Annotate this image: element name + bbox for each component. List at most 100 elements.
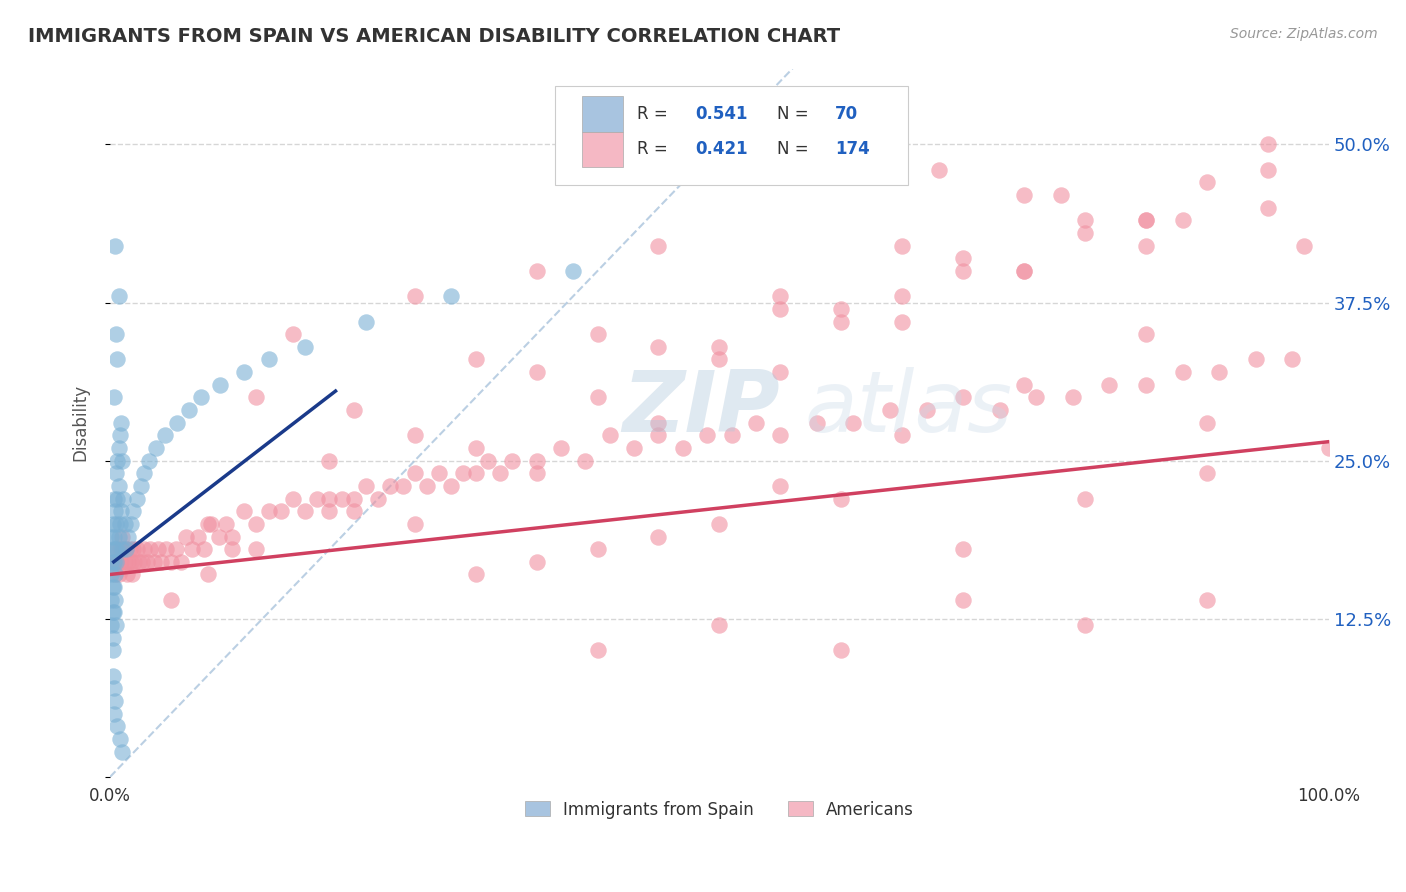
Point (647, 529, 669, 543)
Point (526, 467, 548, 481)
Point (318, 453, 340, 467)
Point (427, 467, 450, 481)
Text: Source: ZipAtlas.com: Source: ZipAtlas.com (1230, 27, 1378, 41)
Point (257, 352, 280, 367)
Point (112, 542, 135, 557)
Point (1012, 264, 1035, 278)
Point (952, 542, 974, 557)
Point (105, 453, 128, 467)
Point (105, 467, 128, 481)
Point (117, 555, 139, 569)
Point (111, 529, 134, 543)
Point (103, 529, 125, 543)
Point (709, 352, 731, 367)
Point (174, 529, 197, 543)
Point (915, 403, 938, 417)
Point (526, 264, 548, 278)
Point (122, 504, 145, 518)
Point (1074, 491, 1097, 506)
Text: R =: R = (637, 105, 672, 123)
Point (112, 491, 135, 506)
Point (155, 542, 177, 557)
Point (1281, 352, 1303, 367)
Point (769, 289, 792, 303)
Point (105, 542, 128, 557)
Point (104, 504, 127, 518)
Point (526, 453, 548, 467)
Point (367, 491, 389, 506)
Point (464, 567, 486, 582)
Point (1171, 213, 1194, 227)
Point (709, 618, 731, 632)
Point (1208, 365, 1230, 379)
Point (928, 162, 950, 177)
Point (101, 643, 124, 657)
Point (146, 542, 169, 557)
Point (104, 238, 127, 252)
Point (129, 479, 152, 493)
Point (574, 453, 596, 467)
Point (105, 542, 128, 557)
Point (550, 441, 572, 455)
Point (1012, 377, 1035, 392)
Point (842, 416, 865, 430)
Point (343, 504, 366, 518)
Point (647, 416, 669, 430)
Point (1135, 213, 1157, 227)
Point (891, 314, 914, 328)
Point (193, 542, 215, 557)
Point (103, 681, 125, 696)
Point (245, 391, 267, 405)
Point (380, 479, 402, 493)
Point (117, 529, 139, 543)
Point (104, 592, 127, 607)
Point (440, 289, 463, 303)
Point (318, 504, 340, 518)
Point (769, 428, 792, 442)
Text: 70: 70 (835, 105, 858, 123)
Text: 0.421: 0.421 (695, 140, 748, 158)
Point (105, 516, 128, 531)
Point (110, 555, 132, 569)
Point (120, 516, 142, 531)
Point (1074, 213, 1097, 227)
Point (806, 416, 828, 430)
Point (190, 391, 212, 405)
Point (107, 529, 129, 543)
Point (830, 491, 852, 506)
Point (294, 504, 316, 518)
Legend: Immigrants from Spain, Americans: Immigrants from Spain, Americans (519, 794, 921, 825)
Point (105, 555, 128, 569)
Point (115, 542, 138, 557)
Point (830, 301, 852, 316)
Point (891, 428, 914, 442)
Point (769, 365, 792, 379)
Point (1257, 162, 1279, 177)
Point (233, 504, 256, 518)
Y-axis label: Disability: Disability (72, 384, 89, 461)
Point (464, 441, 486, 455)
Point (464, 352, 486, 367)
Point (1098, 377, 1121, 392)
Point (215, 516, 238, 531)
Point (101, 631, 124, 645)
Point (440, 479, 463, 493)
Point (1317, 441, 1340, 455)
Point (103, 606, 125, 620)
Point (221, 529, 243, 543)
Point (121, 567, 143, 582)
Point (103, 391, 125, 405)
Point (343, 491, 366, 506)
Point (111, 453, 134, 467)
Point (354, 314, 377, 328)
Text: IMMIGRANTS FROM SPAIN VS AMERICAN DISABILITY CORRELATION CHART: IMMIGRANTS FROM SPAIN VS AMERICAN DISABI… (28, 27, 841, 45)
Point (404, 467, 426, 481)
Point (647, 428, 669, 442)
Point (1195, 467, 1218, 481)
Point (1244, 352, 1267, 367)
Point (111, 745, 134, 759)
Point (1025, 391, 1047, 405)
Point (720, 428, 742, 442)
Point (107, 289, 129, 303)
Point (1012, 188, 1035, 202)
